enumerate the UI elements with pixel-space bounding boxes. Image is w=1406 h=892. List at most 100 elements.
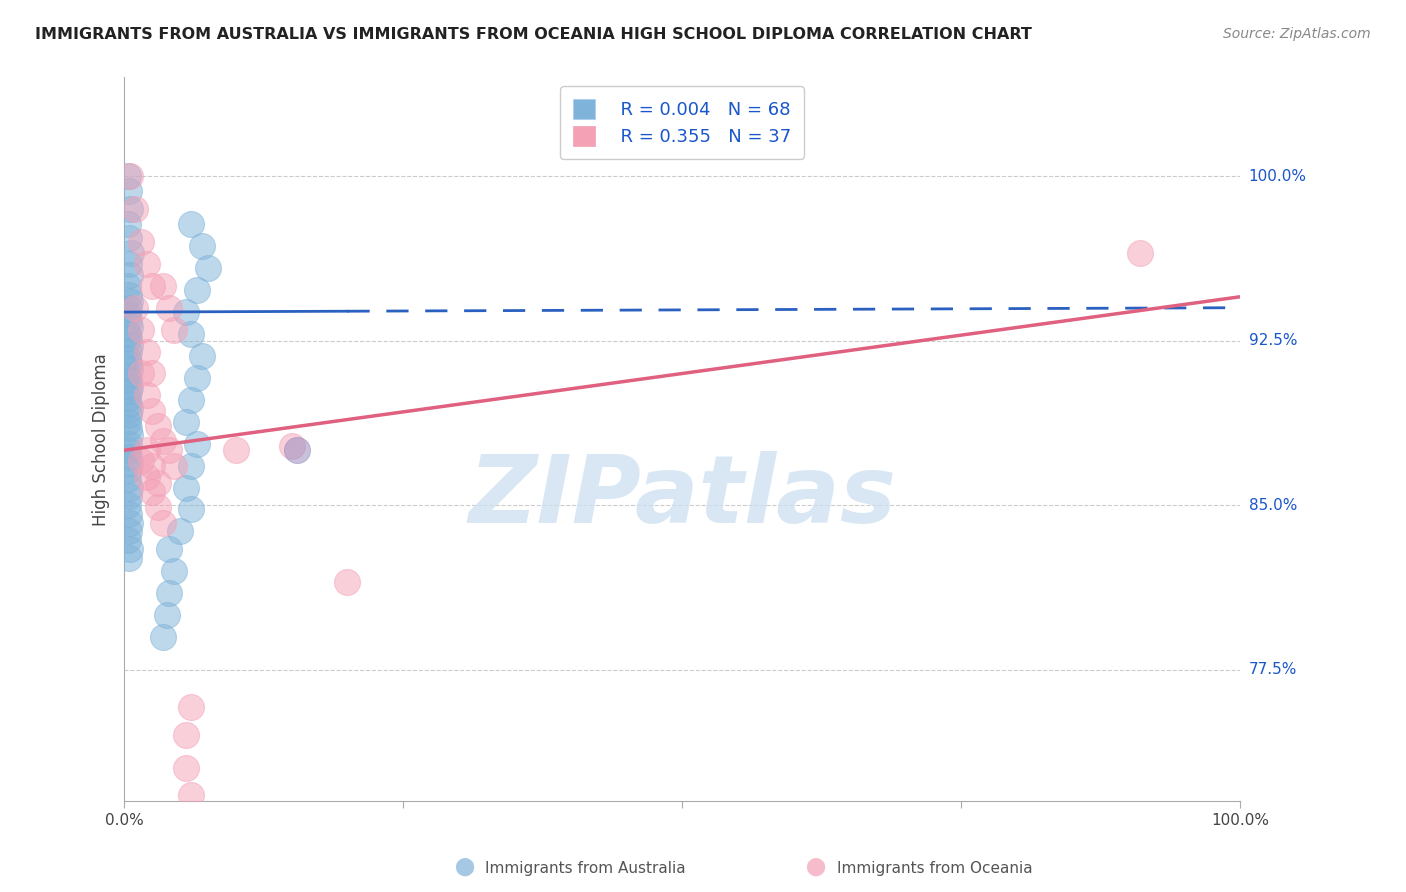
Point: [135, 469, 157, 483]
Point: [118, 541, 141, 556]
Text: IMMIGRANTS FROM AUSTRALIA VS IMMIGRANTS FROM OCEANIA HIGH SCHOOL DIPLOMA CORRELA: IMMIGRANTS FROM AUSTRALIA VS IMMIGRANTS …: [35, 27, 1032, 42]
Point: [124, 301, 146, 315]
Point: [117, 472, 139, 486]
Point: [118, 185, 141, 199]
Point: [186, 436, 208, 450]
Point: [118, 294, 141, 309]
Text: ⬤: ⬤: [454, 857, 474, 876]
Point: [180, 218, 202, 232]
Point: [118, 362, 141, 376]
Point: [285, 443, 308, 458]
Point: [118, 436, 141, 450]
Point: [118, 481, 141, 495]
Point: [163, 323, 186, 337]
Point: [117, 533, 139, 548]
Point: [118, 408, 141, 422]
Text: ⬤: ⬤: [806, 857, 825, 876]
Point: [118, 169, 141, 183]
Point: [118, 268, 141, 282]
Point: [118, 230, 141, 244]
Point: [118, 397, 141, 411]
Point: [117, 391, 139, 405]
Point: [146, 476, 169, 491]
Point: [152, 434, 174, 449]
Point: [180, 326, 202, 341]
Point: [118, 463, 141, 477]
Point: [129, 323, 152, 337]
Text: 92.5%: 92.5%: [1249, 333, 1298, 348]
Point: [118, 202, 141, 216]
Point: [118, 550, 141, 565]
Point: [129, 235, 152, 249]
Point: [180, 502, 202, 516]
Point: [118, 379, 141, 393]
Point: [174, 481, 197, 495]
Y-axis label: High School Diploma: High School Diploma: [93, 353, 110, 525]
Point: [225, 443, 247, 458]
Point: [118, 373, 141, 387]
Point: [141, 404, 163, 418]
Point: [118, 401, 141, 416]
Point: [117, 351, 139, 366]
Text: Immigrants from Oceania: Immigrants from Oceania: [837, 861, 1032, 876]
Point: [174, 415, 197, 429]
Point: [141, 367, 163, 381]
Point: [118, 301, 141, 315]
Point: [280, 439, 302, 453]
Point: [118, 314, 141, 328]
Point: [118, 320, 141, 334]
Point: [152, 278, 174, 293]
Point: [118, 338, 141, 352]
Point: [118, 287, 141, 301]
Point: [157, 301, 180, 315]
Point: [174, 728, 197, 742]
Point: [120, 245, 142, 260]
Point: [118, 524, 141, 539]
Point: [169, 524, 191, 539]
Point: [180, 392, 202, 407]
Point: [117, 278, 139, 293]
Point: [180, 458, 202, 473]
Point: [118, 489, 141, 503]
Point: [152, 630, 174, 644]
Point: [117, 307, 139, 321]
Point: [163, 564, 186, 578]
Point: [180, 845, 202, 859]
Point: [118, 450, 141, 464]
Text: 77.5%: 77.5%: [1249, 662, 1296, 677]
Point: [157, 443, 180, 458]
Point: [118, 421, 141, 435]
Point: [129, 454, 152, 468]
Point: [117, 218, 139, 232]
Point: [174, 305, 197, 319]
Point: [141, 278, 163, 293]
Point: [186, 371, 208, 385]
Point: [118, 331, 141, 345]
Point: [1129, 245, 1152, 260]
Point: [186, 283, 208, 297]
Point: [117, 169, 139, 183]
Point: [157, 541, 180, 556]
Point: [141, 458, 163, 473]
Point: [146, 419, 169, 434]
Point: [118, 428, 141, 442]
Point: [191, 239, 214, 253]
Point: [117, 326, 139, 341]
Point: [118, 507, 141, 521]
Text: 85.0%: 85.0%: [1249, 498, 1296, 513]
Point: [174, 816, 197, 830]
Point: [118, 384, 141, 398]
Point: [174, 761, 197, 775]
Point: [135, 443, 157, 458]
Point: [118, 344, 141, 359]
Text: Source: ZipAtlas.com: Source: ZipAtlas.com: [1223, 27, 1371, 41]
Point: [152, 516, 174, 530]
Point: [135, 344, 157, 359]
Text: 100.0%: 100.0%: [1249, 169, 1306, 184]
Point: [157, 586, 180, 600]
Point: [118, 457, 141, 471]
Point: [118, 257, 141, 271]
Legend:   R = 0.004   N = 68,   R = 0.355   N = 37: R = 0.004 N = 68, R = 0.355 N = 37: [561, 87, 804, 159]
Point: [191, 349, 214, 363]
Point: [117, 443, 139, 458]
